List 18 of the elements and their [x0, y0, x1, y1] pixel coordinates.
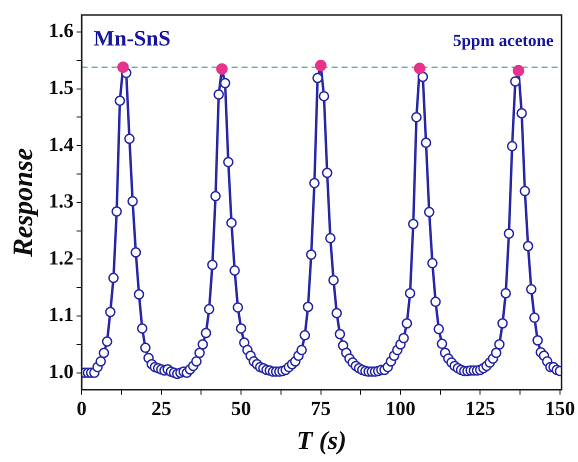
x-tick-label: 25 [151, 398, 172, 420]
x-tick-label: 75 [310, 398, 331, 420]
y-axis-title: Response [8, 148, 40, 258]
annotation: 5ppm acetone [452, 30, 554, 50]
x-tick-label: 0 [76, 398, 87, 420]
y-tick-label: 1.2 [48, 247, 74, 270]
x-axis-title: T (s) [296, 426, 346, 456]
y-tick-label: 1.1 [48, 304, 74, 326]
annotation: Mn-SnS [94, 26, 171, 51]
y-tick-label: 1.4 [48, 134, 74, 156]
x-tick-label: 125 [465, 398, 496, 420]
y-tick-label: 1.6 [48, 20, 74, 42]
y-tick-label: 1.3 [48, 190, 74, 213]
x-tick-label: 100 [386, 398, 416, 420]
y-tick-label: 1.5 [48, 76, 74, 99]
y-tick-label: 1.0 [48, 360, 74, 383]
x-tick-label: 150 [544, 398, 575, 420]
x-tick-label: 50 [231, 398, 252, 420]
